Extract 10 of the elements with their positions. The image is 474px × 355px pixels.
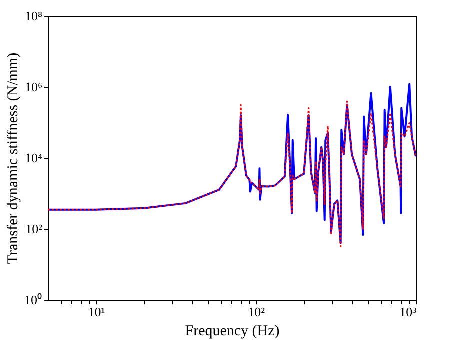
y-tick-label: 10⁸ — [24, 8, 43, 24]
y-tick-label: 10⁶ — [24, 80, 42, 94]
x-tick-label: 10² — [248, 304, 266, 320]
y-tick-label: 10² — [26, 222, 43, 236]
x-tick-label: 10¹ — [88, 304, 106, 320]
x-axis-title: Frequency (Hz) — [185, 324, 280, 340]
x-tick-label: 10³ — [400, 304, 417, 320]
y-tick-label: 10⁰ — [24, 292, 42, 308]
y-axis-title: Transfer dynamic stiffness (N/mm) — [6, 52, 22, 264]
y-tick-label: 10⁴ — [24, 150, 43, 166]
